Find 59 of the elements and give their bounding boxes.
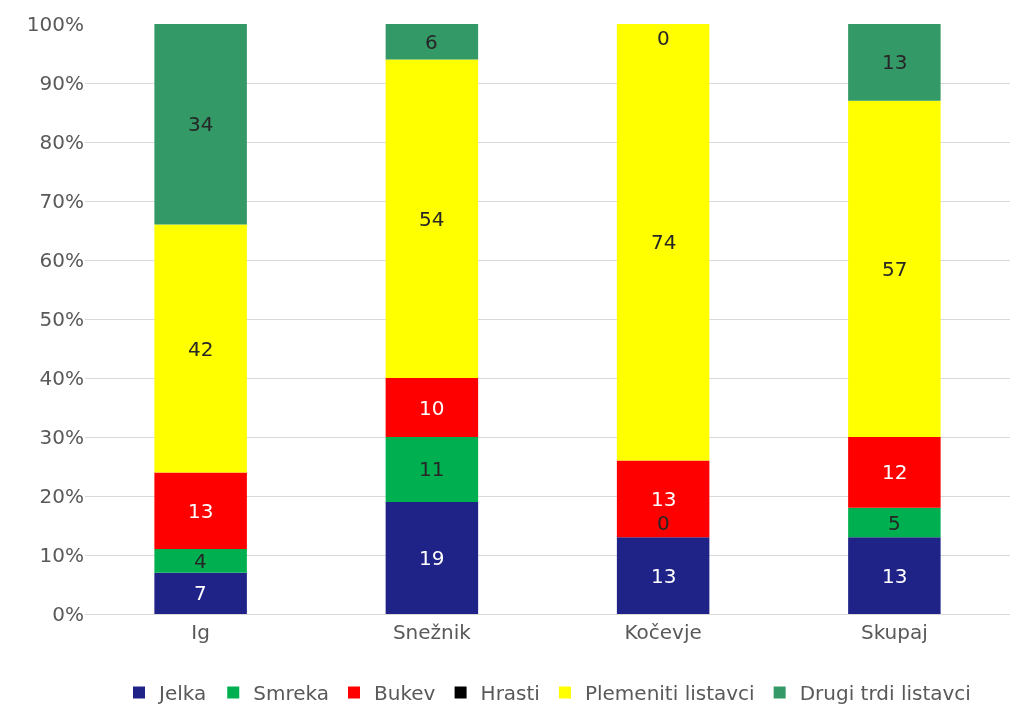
legend-label: Bukev [374, 681, 436, 706]
bar [848, 24, 941, 101]
data-label: 13 [882, 50, 908, 74]
bar [616, 537, 710, 614]
y-tick-label: 0% [52, 602, 84, 626]
data-label: 34 [188, 112, 214, 136]
data-label: 13 [188, 499, 214, 523]
bar [385, 24, 479, 60]
bar [616, 460, 710, 538]
data-label: 5 [888, 511, 901, 535]
legend-label: Smreka [253, 681, 330, 706]
bar [154, 472, 247, 550]
data-label: 11 [419, 457, 445, 481]
legend-label: Drugi trdi listavci [799, 681, 971, 706]
y-tick-label: 60% [39, 248, 84, 272]
bar [154, 224, 247, 473]
bar [385, 501, 479, 614]
bar [385, 437, 479, 502]
y-tick-label: 20% [39, 484, 84, 508]
bar [848, 100, 941, 437]
legend-label: Hrasti [480, 681, 540, 706]
bar [616, 24, 710, 461]
x-tick-label: Skupaj [860, 620, 928, 644]
x-tick-label: Ig [191, 620, 210, 644]
y-tick-label: 30% [39, 425, 84, 449]
bar [154, 572, 247, 614]
data-label: 42 [188, 337, 214, 361]
bar [848, 437, 941, 508]
annotation: 0 [657, 511, 670, 535]
annotation: 0 [657, 26, 670, 50]
data-label: 12 [882, 460, 908, 484]
legend-label: Plemeniti listavci [584, 681, 755, 706]
y-tick-label: 70% [39, 189, 84, 213]
y-tick-label: 50% [39, 307, 84, 331]
data-label: 54 [419, 207, 445, 231]
bar [848, 507, 941, 538]
data-label: 13 [882, 564, 908, 588]
y-tick-label: 100% [26, 12, 84, 36]
x-tick-label: Snežnik [392, 620, 472, 644]
bar [154, 549, 247, 573]
y-tick-label: 10% [39, 543, 84, 567]
x-tick-label: Kočevje [624, 620, 702, 644]
data-label: 74 [651, 230, 677, 254]
bar [154, 24, 247, 225]
data-label: 13 [651, 487, 677, 511]
data-label: 19 [419, 546, 445, 570]
bar [385, 378, 479, 437]
y-tick-label: 80% [39, 130, 84, 154]
y-tick-label: 90% [39, 71, 84, 95]
legend-label: Jelka [157, 681, 207, 706]
data-label: 7 [194, 581, 207, 605]
data-label: 4 [194, 549, 207, 573]
bar [848, 537, 941, 614]
y-tick-label: 40% [39, 366, 84, 390]
data-label: 6 [425, 30, 438, 54]
data-label: 57 [882, 257, 908, 281]
bar [385, 59, 479, 378]
data-label: 13 [651, 564, 677, 588]
data-label: 10 [419, 396, 445, 420]
